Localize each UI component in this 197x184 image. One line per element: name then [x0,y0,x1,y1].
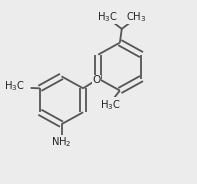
Text: CH$_3$: CH$_3$ [126,10,146,24]
Text: H$_3$C: H$_3$C [100,98,121,112]
Text: H$_3$C: H$_3$C [4,79,25,93]
Text: H$_3$C: H$_3$C [97,10,118,24]
Text: NH$_2$: NH$_2$ [51,135,72,149]
Text: O: O [92,75,100,85]
